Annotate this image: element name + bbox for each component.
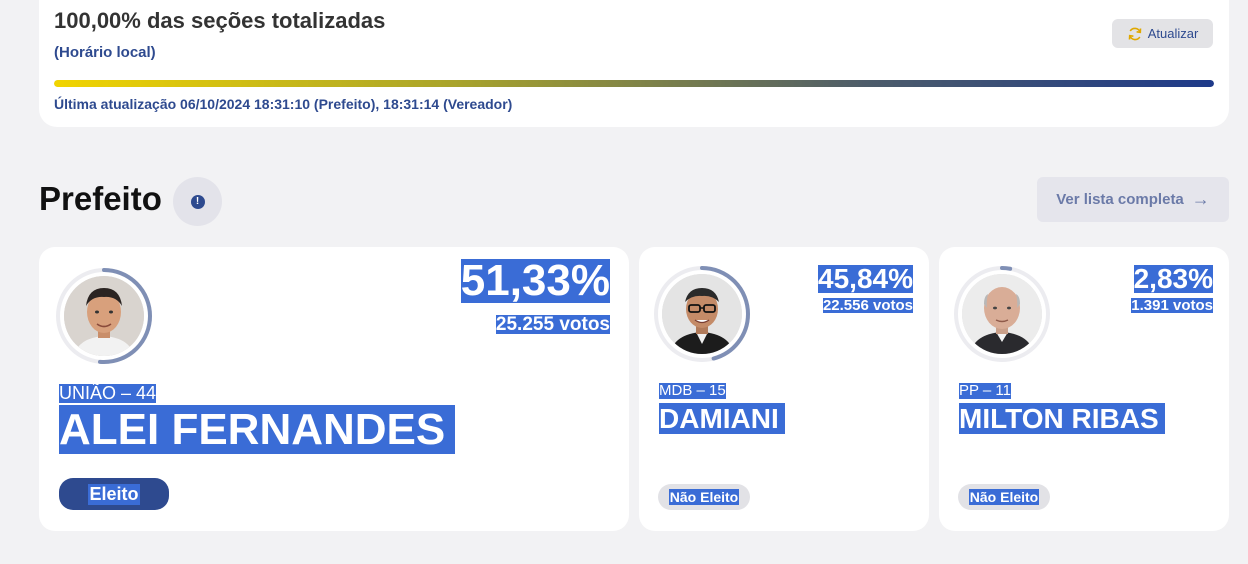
arrow-right-icon: → [1191,189,1210,209]
local-time-note: (Horário local) [54,44,156,61]
vote-share-ring [654,266,750,362]
totalization-title: 100,00% das seções totalizadas [54,8,386,33]
status-badge: Não Eleito [658,484,750,510]
candidate-card[interactable]: 45,84% 22.556 votos MDB – 15 DAMIANI Não… [639,247,929,531]
vote-count: 25.255 votos [495,314,610,335]
candidate-name: MILTON RIBAS [959,403,1165,435]
status-label: Eleito [88,483,140,505]
candidate-avatar [653,265,751,363]
candidate-photo [64,276,144,356]
last-update-text: Última atualização 06/10/2024 18:31:10 (… [54,96,513,112]
party-number: UNIÃO – 44 [59,383,157,403]
vote-count: 1.391 votos [1131,297,1213,314]
totalization-card: 100,00% das seções totalizadas (Horário … [39,0,1229,127]
status-label: Não Eleito [968,489,1040,505]
candidate-photo [962,274,1042,354]
info-button[interactable]: ! [173,177,222,226]
info-icon: ! [190,194,205,209]
candidate-card[interactable]: 2,83% 1.391 votos PP – 11 MILTON RIBAS N… [939,247,1229,531]
party-number: MDB – 15 [659,382,726,399]
candidate-avatar [953,265,1051,363]
refresh-label: Atualizar [1147,26,1199,41]
totalization-progress-fill [54,80,1214,87]
vote-count: 22.556 votos [822,297,913,314]
status-label: Não Eleito [668,489,740,505]
totalization-progress-bar [54,80,1214,87]
refresh-button[interactable]: Atualizar [1112,19,1213,48]
candidate-name: ALEI FERNANDES [59,405,456,455]
status-badge: Eleito [59,478,169,510]
candidate-name: DAMIANI [659,403,785,435]
vote-percentage: 51,33% [460,256,610,305]
candidate-card[interactable]: 51,33% 25.255 votos UNIÃO – 44 ALEI FERN… [39,247,629,531]
status-badge: Não Eleito [958,484,1050,510]
candidate-avatar [55,267,153,365]
vote-share-ring [954,266,1050,362]
section-title: Prefeito [39,180,162,217]
vote-percentage: 2,83% [1133,263,1213,294]
view-full-list-label: Ver lista completa [1056,191,1184,208]
vote-share-ring [56,268,152,364]
candidate-photo [662,274,742,354]
party-number: PP – 11 [959,382,1011,399]
vote-percentage: 45,84% [818,263,913,294]
view-full-list-button[interactable]: Ver lista completa → [1037,177,1229,222]
refresh-icon [1128,27,1142,40]
